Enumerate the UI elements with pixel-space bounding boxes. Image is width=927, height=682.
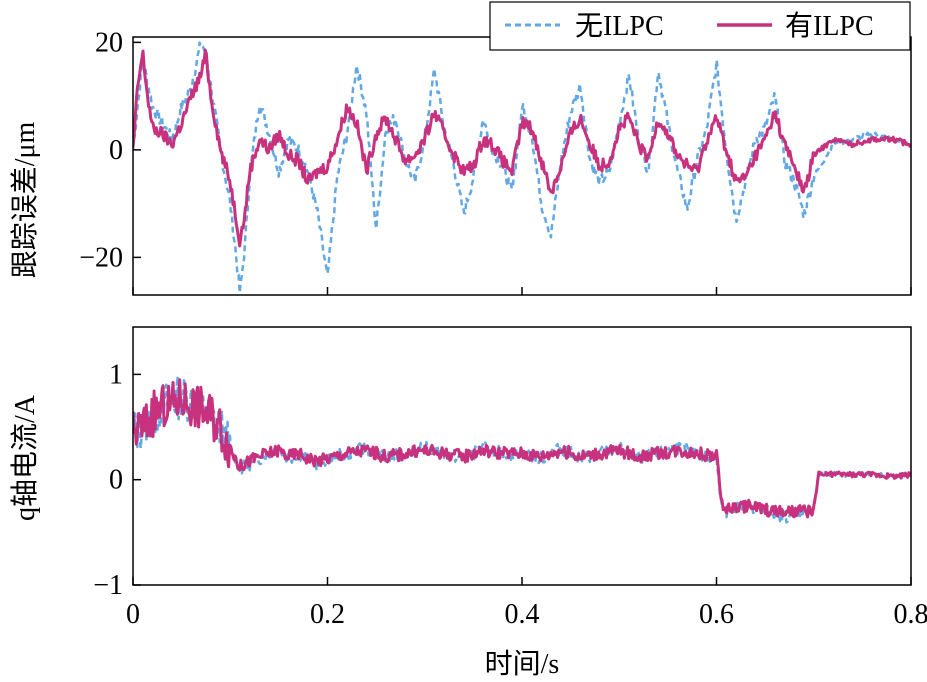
x-tick-label: 0 [126,599,140,630]
x-tick-label: 0.6 [699,599,734,630]
y-tick-label: −20 [79,242,123,273]
legend: 无ILPC 有ILPC [489,1,911,51]
bottom-panel: 10−10 0.2 0.4 0.6 0.8 q轴电流/A [9,326,927,630]
x-axis-label: 时间/s [485,648,560,680]
top-y-axis-label: 跟踪误差/μm [9,121,41,278]
y-tick-label: −1 [93,570,123,601]
legend-box [489,1,911,51]
legend-label-with-ilpc: 有ILPC [785,10,874,42]
top-panel: 20 0 −20 跟踪误差/μm [9,27,912,296]
top-series-line-with-ilpc [133,48,911,248]
x-tick-label: 0.4 [505,599,540,630]
y-tick-label: 1 [109,359,123,390]
x-tick-label: 0.2 [310,599,345,630]
y-tick-label: 0 [109,135,123,166]
y-tick-label: 0 [109,465,123,496]
bottom-series-line-with-ilpc [133,378,911,519]
top-series-line-no-ilpc [133,41,911,295]
legend-label-no-ilpc: 无ILPC [575,11,664,42]
y-tick-label: 20 [95,27,123,58]
bottom-y-axis-label: q轴电流/A [9,394,41,521]
x-tick-label: 0.8 [894,599,927,630]
